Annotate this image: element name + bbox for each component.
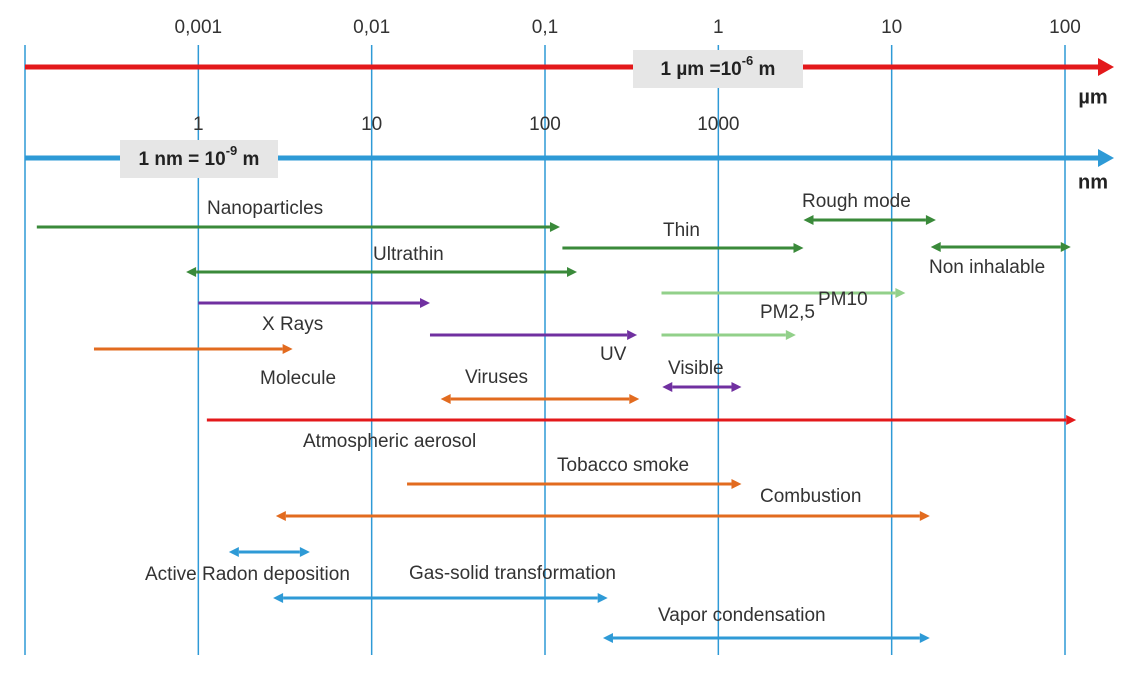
range-label: Tobacco smoke <box>557 455 689 476</box>
range-label: Gas-solid transformation <box>409 563 616 584</box>
arrowhead <box>629 394 640 404</box>
unit-box <box>633 50 803 88</box>
tick-label: 10 <box>881 17 902 38</box>
range-label: Molecule <box>260 368 336 389</box>
arrowhead <box>731 382 742 392</box>
unit-suffix: m <box>237 149 259 170</box>
tick-label: 1 <box>713 17 724 38</box>
arrowhead <box>440 394 451 404</box>
arrowhead <box>731 479 742 489</box>
unit-text: 1 nm = 10 <box>139 149 226 170</box>
range-label: Rough mode <box>802 191 911 212</box>
arrowhead <box>228 547 239 557</box>
axis-arrowhead <box>1098 58 1114 76</box>
arrowhead <box>186 267 197 277</box>
tick-label: 100 <box>1049 17 1081 38</box>
tick-label: 100 <box>529 114 561 135</box>
range-label: UV <box>600 344 627 365</box>
range-label: PM2,5 <box>760 302 815 323</box>
tick-label: 0,001 <box>175 17 223 38</box>
tick-label: 1000 <box>697 114 739 135</box>
arrowhead <box>602 633 613 643</box>
arrowhead <box>1060 242 1071 252</box>
tick-label: 0,01 <box>353 17 390 38</box>
range-label: Active Radon deposition <box>145 564 350 585</box>
tick-label: 1 <box>193 114 204 135</box>
arrowhead <box>567 267 578 277</box>
arrowhead <box>549 222 560 232</box>
axis-arrowhead <box>1098 149 1114 167</box>
range-label: Non inhalable <box>929 257 1045 278</box>
unit-box <box>120 140 278 178</box>
unit-exponent: -6 <box>742 53 754 68</box>
tick-label: 0,1 <box>532 17 558 38</box>
arrowhead <box>930 242 941 252</box>
range-label: Nanoparticles <box>207 198 323 219</box>
arrowhead <box>793 243 804 253</box>
arrowhead <box>895 288 906 298</box>
range-label: Vapor condensation <box>658 605 826 626</box>
arrowhead <box>282 344 293 354</box>
unit-exponent: -9 <box>226 143 238 158</box>
range-label: Viruses <box>465 367 528 388</box>
unit-definition: 1 nm = 10-9 m <box>139 143 260 170</box>
unit-suffix: m <box>753 59 775 80</box>
arrowhead <box>273 593 284 603</box>
range-label: Atmospheric aerosol <box>303 431 476 452</box>
range-label: Thin <box>663 220 700 241</box>
arrowhead <box>803 215 814 225</box>
arrowhead <box>1066 415 1077 425</box>
range-label: Combustion <box>760 486 861 507</box>
range-label: Ultrathin <box>373 244 444 265</box>
arrowhead <box>299 547 310 557</box>
unit-text: 1 µm =10 <box>661 59 742 80</box>
arrowhead <box>919 511 930 521</box>
arrowhead <box>627 330 638 340</box>
arrowhead <box>925 215 936 225</box>
range-label: Visible <box>668 358 724 379</box>
unit-definition: 1 µm =10-6 m <box>661 53 776 80</box>
arrowhead <box>919 633 930 643</box>
unit-label: nm <box>1078 171 1108 193</box>
unit-label: µm <box>1078 86 1107 108</box>
arrowhead <box>275 511 286 521</box>
arrowhead <box>662 382 673 392</box>
arrowhead <box>419 298 430 308</box>
range-label: PM10 <box>818 289 868 310</box>
range-label: X Rays <box>262 314 323 335</box>
arrowhead <box>785 330 796 340</box>
arrowhead <box>597 593 608 603</box>
tick-label: 10 <box>361 114 382 135</box>
